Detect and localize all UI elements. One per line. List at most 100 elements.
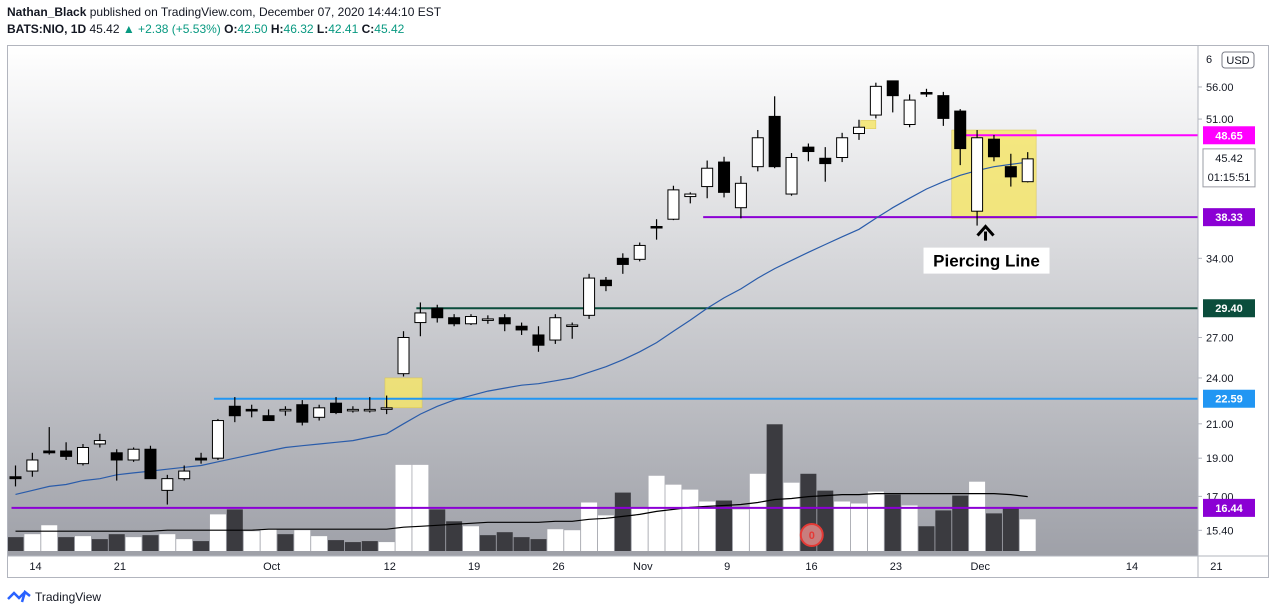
- volume-bar: [631, 508, 648, 551]
- candle: [144, 445, 157, 480]
- candle: [633, 242, 646, 262]
- candle: [397, 331, 410, 377]
- annotation-text: Piercing Line: [933, 252, 1040, 271]
- candle: [110, 449, 123, 481]
- volume-bar: [429, 509, 446, 551]
- candle: [346, 406, 359, 413]
- volume-bar: [614, 492, 631, 551]
- volume-bar: [547, 529, 564, 551]
- chart-frame[interactable]: Piercing Line 15.40 17.00 19.00 21.00 24.00 27…: [7, 45, 1269, 578]
- volume-bar: [277, 534, 294, 551]
- candle: [599, 277, 612, 292]
- candle-body: [785, 157, 798, 195]
- annotation-box: [923, 247, 1050, 274]
- author-name[interactable]: Nathan_Black: [7, 5, 87, 19]
- close-value: 45.42: [374, 22, 405, 36]
- candle: [768, 96, 781, 169]
- candle: [93, 433, 106, 448]
- level-label-text: 22.59: [1215, 394, 1243, 406]
- candle-body: [853, 126, 865, 135]
- y-tick-label-partial: 6: [1206, 54, 1212, 66]
- candle-body: [110, 452, 123, 461]
- volume-bar: [530, 539, 547, 551]
- candle: [313, 404, 326, 421]
- publish-text: published on TradingView.com, December 0…: [89, 5, 442, 19]
- volume-bar: [260, 529, 277, 551]
- volume-bar: [918, 526, 935, 551]
- highlight-box: [860, 120, 877, 129]
- candle: [43, 427, 56, 455]
- volume-bar: [564, 530, 581, 551]
- candle: [1021, 152, 1034, 183]
- candle-body: [971, 137, 984, 212]
- volume-ma-line: [15, 493, 1028, 532]
- candle: [363, 397, 376, 413]
- candlestick-chart[interactable]: Piercing Line15.4017.0019.0021.0024.0027…: [8, 46, 1269, 578]
- x-tick-label: 21: [1210, 561, 1222, 573]
- candle-body: [178, 470, 191, 480]
- candle-body: [566, 324, 579, 328]
- candle-body: [127, 448, 140, 461]
- countdown-label: 01:15:51: [1208, 172, 1251, 184]
- currency-label: USD: [1221, 51, 1255, 69]
- earnings-badge: 0: [799, 523, 824, 547]
- volume-bar: [581, 502, 598, 551]
- y-tick-label: 56.00: [1206, 82, 1234, 94]
- volume-bar: [732, 509, 749, 551]
- level-label-box: [1203, 498, 1255, 517]
- volume-bar: [648, 475, 665, 551]
- volume-bar: [193, 541, 210, 551]
- tradingview-brand[interactable]: TradingView: [35, 590, 102, 604]
- candle-body: [886, 80, 899, 97]
- volume-bar: [311, 536, 328, 551]
- volume-bar: [159, 534, 176, 551]
- candle-body: [819, 157, 832, 165]
- x-tick-label: 26: [552, 561, 564, 573]
- volume-bar: [1002, 507, 1019, 551]
- candle: [127, 447, 140, 462]
- y-tick-label: 15.40: [1206, 525, 1234, 537]
- volume-bar: [513, 537, 530, 551]
- volume-bar: [985, 513, 1002, 551]
- badge-text: 0: [809, 530, 815, 542]
- candle: [616, 253, 629, 274]
- level-label-text: 29.40: [1215, 303, 1243, 315]
- candle-body: [76, 446, 89, 465]
- candle-body: [161, 478, 174, 491]
- candle-body: [464, 316, 477, 325]
- candle-body: [802, 146, 815, 153]
- candle-body: [937, 95, 950, 119]
- candle: [330, 397, 343, 415]
- volume-bar: [699, 501, 716, 551]
- candle: [532, 326, 545, 352]
- candle-body: [684, 193, 697, 198]
- publish-info: Nathan_Black published on TradingView.co…: [7, 5, 441, 19]
- candle-body: [431, 307, 444, 319]
- candle: [481, 315, 494, 324]
- candle-body: [346, 408, 359, 412]
- candle: [228, 397, 241, 423]
- volume-bar: [597, 515, 614, 551]
- volume-bar: [58, 537, 75, 551]
- tradingview-logo-icon: [7, 590, 31, 603]
- candle-body: [768, 115, 781, 168]
- candle: [161, 474, 174, 505]
- volume-bar: [8, 537, 24, 551]
- level-label-box: [1203, 208, 1255, 227]
- candle: [1004, 153, 1017, 187]
- close-label: C:: [361, 22, 375, 36]
- candle: [869, 82, 882, 119]
- open-value: 42.50: [237, 22, 268, 36]
- time-axis-background: [8, 556, 1268, 577]
- candle-body: [718, 161, 731, 193]
- candle: [515, 322, 528, 335]
- volume-bar: [682, 489, 699, 551]
- volume-bar: [969, 481, 986, 551]
- candle-body: [93, 440, 106, 445]
- volume-bar: [91, 539, 108, 551]
- x-tick-label: 19: [468, 561, 480, 573]
- candle: [701, 160, 714, 199]
- volume-bar: [884, 494, 901, 551]
- symbol-label: BATS:NIO, 1D: [7, 22, 87, 36]
- candle: [26, 452, 39, 477]
